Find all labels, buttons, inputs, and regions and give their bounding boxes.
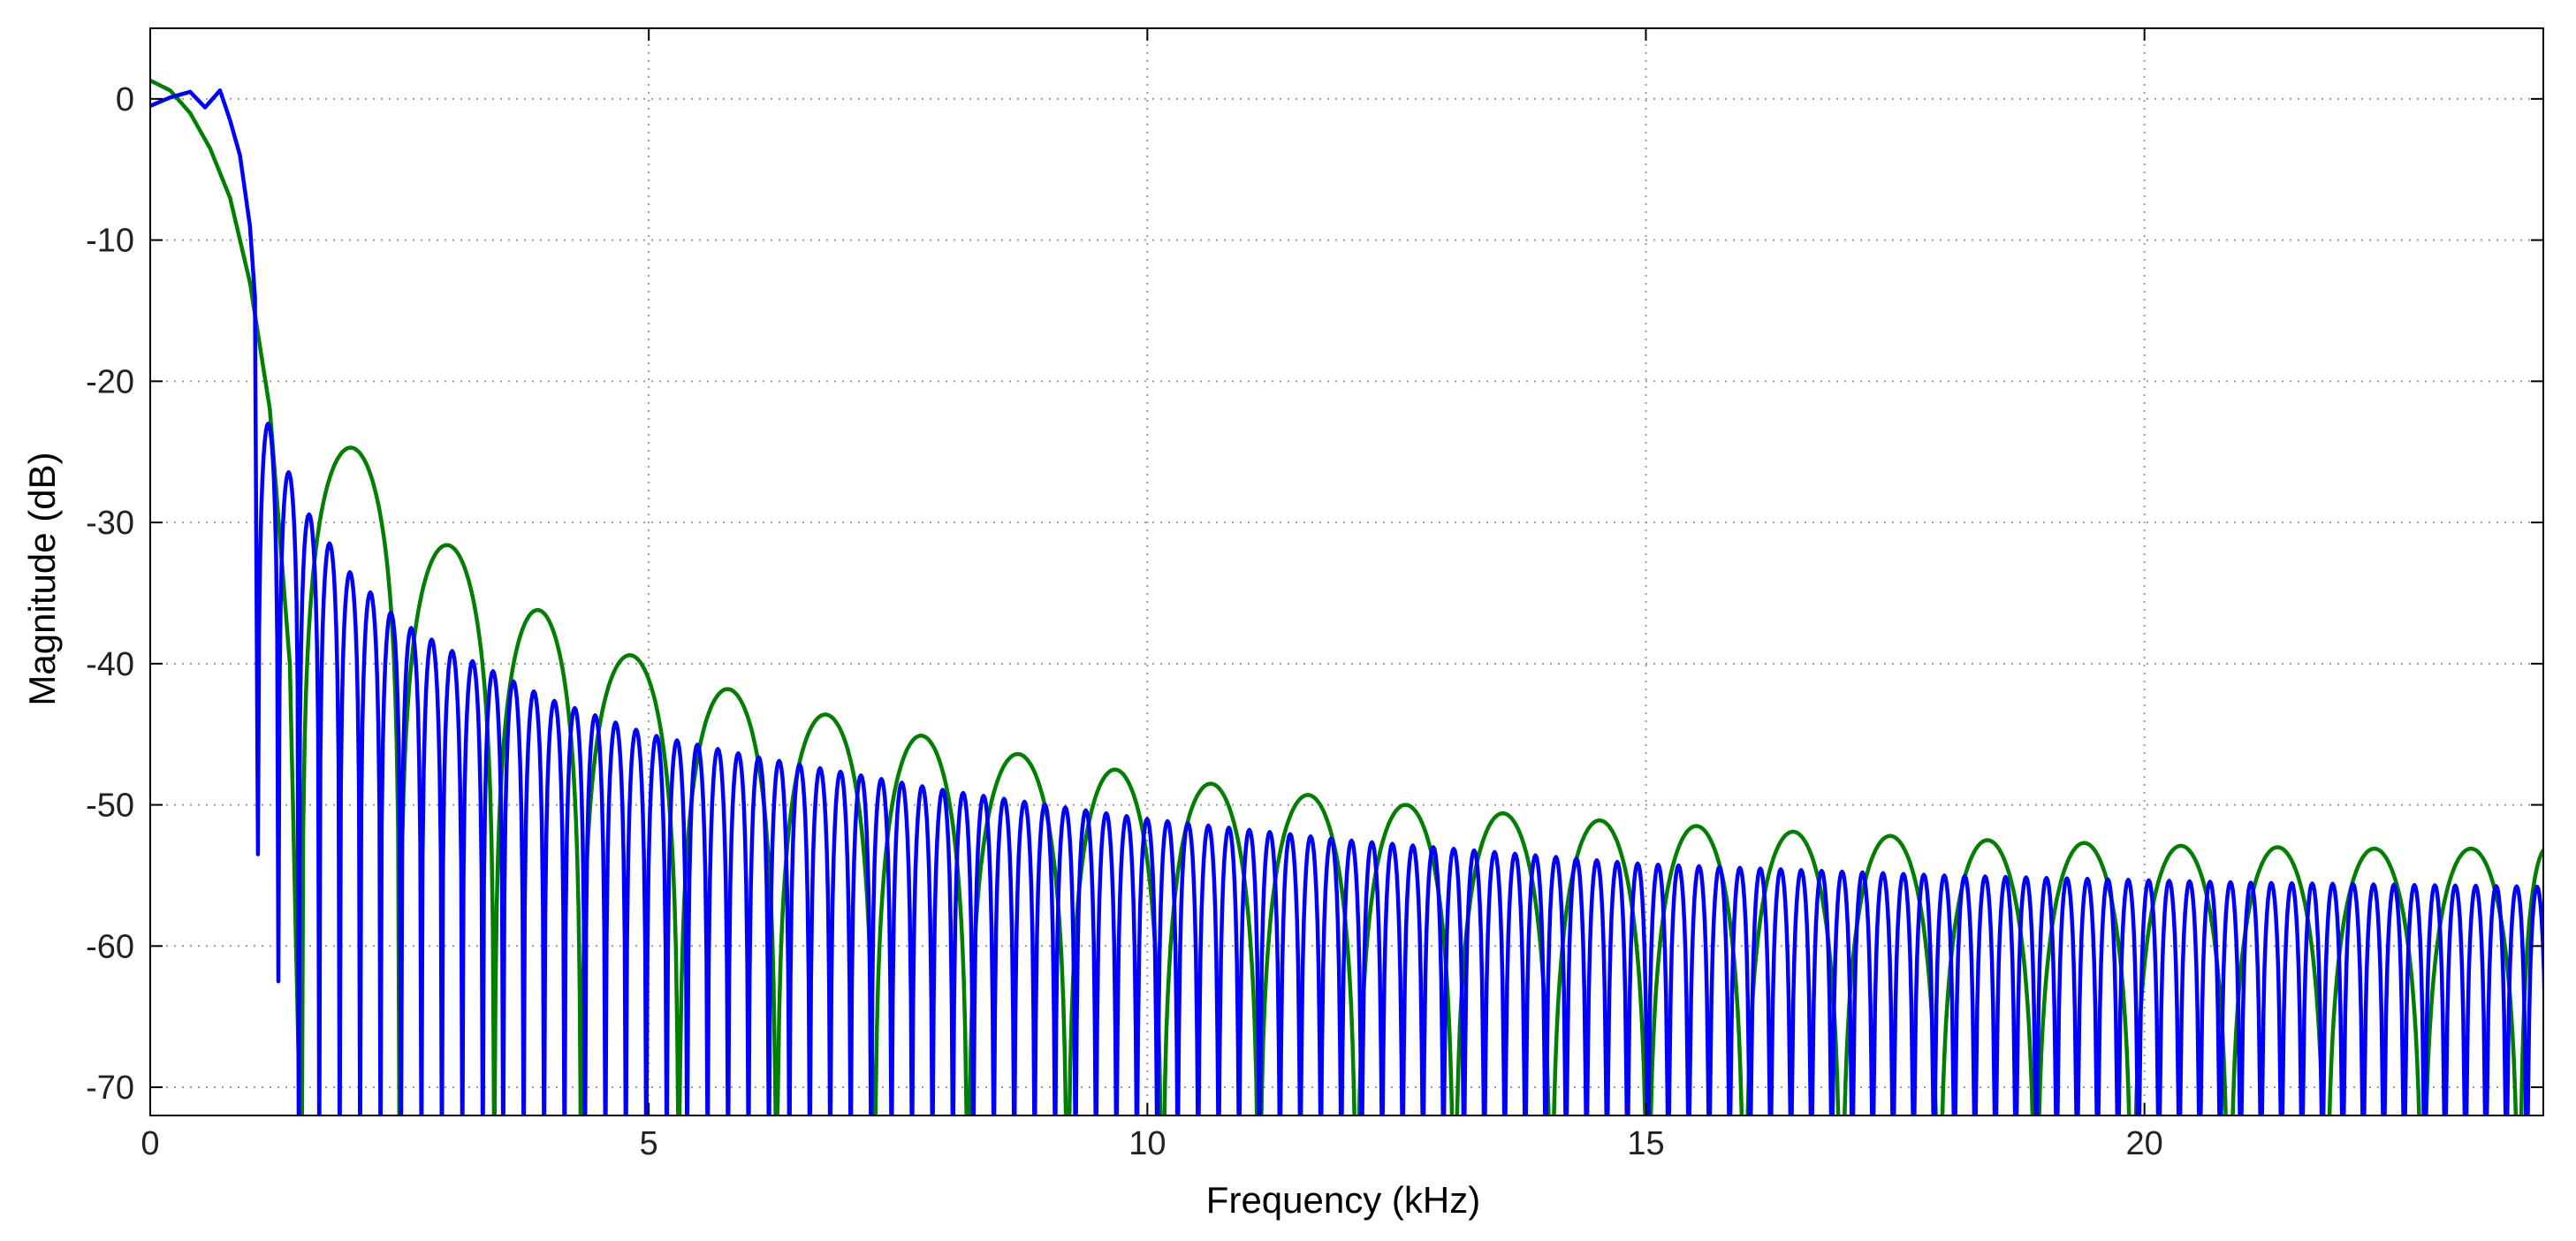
- y-tick-label: -20: [86, 363, 134, 400]
- series-blue-line: [150, 88, 2543, 1115]
- y-tick-label: -50: [86, 788, 134, 825]
- y-tick-label: -10: [86, 223, 134, 260]
- y-tick-label: 0: [116, 81, 134, 118]
- ticks: [149, 28, 2543, 1115]
- y-tick-label: -70: [86, 1070, 134, 1107]
- y-tick-label: -30: [86, 505, 134, 542]
- tick-labels: 0 5 10 15 20 0 -10 -20 -30 -40 -50 -60 -70: [86, 81, 2163, 1162]
- x-tick-label: 0: [141, 1125, 159, 1162]
- grid: [150, 28, 2543, 1115]
- series-layer: [150, 79, 2543, 1115]
- y-axis-label: Magnitude (dB): [21, 452, 63, 705]
- y-tick-label: -60: [86, 928, 134, 965]
- y-tick-label: -40: [86, 646, 134, 683]
- x-axis-label: Frequency (kHz): [1206, 1179, 1480, 1221]
- x-tick-label: 15: [1627, 1125, 1664, 1162]
- x-tick-label: 5: [640, 1125, 658, 1162]
- series-green-line: [150, 79, 2543, 1115]
- plot-region: [150, 79, 2543, 1115]
- plot-frame: [149, 27, 2544, 1116]
- x-tick-label: 10: [1128, 1125, 1166, 1162]
- x-tick-label: 20: [2126, 1125, 2163, 1162]
